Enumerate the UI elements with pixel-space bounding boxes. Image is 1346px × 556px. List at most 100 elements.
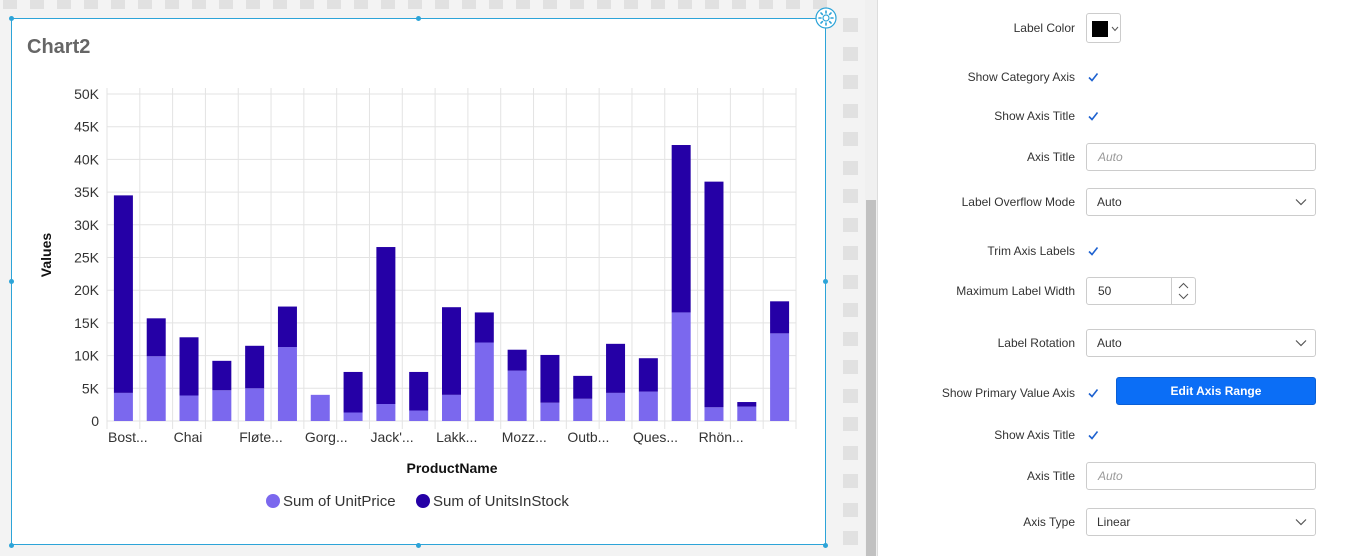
label-color-label: Label Color: [1013, 21, 1075, 35]
maximum-label-width-value: 50: [1098, 284, 1112, 298]
label-overflow-mode-select[interactable]: Auto: [1086, 188, 1316, 216]
resize-handle-bottom[interactable]: [416, 543, 421, 548]
resize-handle-top-left[interactable]: [9, 16, 14, 21]
maximum-label-width-stepper[interactable]: 50: [1086, 277, 1196, 305]
bar-sum-of-unitprice: [376, 403, 396, 421]
y-tick-label: 35K: [74, 184, 100, 200]
chevron-down-icon: [1295, 519, 1307, 526]
x-tick-label: Outb...: [567, 429, 609, 445]
canvas-grid-dash: [843, 104, 858, 118]
y-tick-label: 15K: [74, 315, 100, 331]
canvas-grid-dash: [273, 0, 287, 9]
edit-axis-range-button[interactable]: Edit Axis Range: [1116, 377, 1316, 405]
x-tick-label: Jack'...: [370, 429, 413, 445]
resize-handle-left[interactable]: [9, 279, 14, 284]
axis-type-select[interactable]: Linear: [1086, 508, 1316, 536]
bar-sum-of-unitprice: [606, 392, 626, 421]
show-axis-title-label: Show Axis Title: [994, 428, 1075, 442]
bar-sum-of-unitprice: [638, 391, 658, 421]
x-tick-label: Lakk...: [436, 429, 477, 445]
label-color-picker[interactable]: [1086, 13, 1121, 43]
show-category-axis-label: Show Category Axis: [967, 70, 1075, 84]
y-tick-label: 50K: [74, 86, 100, 102]
bar-sum-of-unitprice: [113, 392, 133, 421]
canvas-grid-dash: [30, 0, 44, 9]
bar-sum-of-unitprice: [704, 407, 724, 421]
bar-sum-of-unitprice: [540, 402, 560, 421]
bar-sum-of-unitsinstock: [671, 145, 691, 313]
y-tick-label: 40K: [74, 151, 100, 167]
axis-title-input[interactable]: Auto: [1086, 143, 1316, 171]
color-swatch: [1092, 21, 1108, 37]
show-axis-title-label: Show Axis Title: [994, 109, 1075, 123]
legend-marker-sum-of-unitsinstock: [416, 494, 430, 508]
bar-sum-of-unitsinstock: [573, 375, 593, 399]
y-tick-label: 25K: [74, 250, 100, 266]
canvas-grid-dash: [843, 446, 858, 460]
label-rotation-select[interactable]: Auto: [1086, 329, 1316, 357]
canvas-grid-dash: [543, 0, 557, 9]
canvas-grid-dash: [843, 132, 858, 146]
bar-sum-of-unitprice: [212, 390, 232, 421]
canvas-grid-dash: [732, 0, 746, 9]
bar-sum-of-unitprice: [573, 398, 593, 421]
bar-sum-of-unitsinstock: [474, 312, 494, 343]
canvas-grid-dash: [462, 0, 476, 9]
show-axis-title-checkbox[interactable]: [1087, 110, 1099, 122]
canvas-grid-dash: [843, 531, 858, 545]
label-rotation-label: Label Rotation: [997, 336, 1075, 350]
canvas-grid-dash: [300, 0, 314, 9]
properties-panel: Label Color Show Category Axis Show Axis…: [878, 0, 1346, 556]
scrollbar-thumb[interactable]: [866, 200, 876, 556]
row-show-axis-title-value: Show Axis Title: [878, 418, 1346, 452]
axis-title-input[interactable]: Auto: [1086, 462, 1316, 490]
bar-sum-of-unitprice: [442, 394, 461, 421]
axis-title-label: Axis Title: [1026, 469, 1075, 483]
bar-sum-of-unitsinstock: [409, 371, 429, 411]
bar-sum-of-unitprice: [245, 388, 265, 421]
row-axis-type: Axis Type Linear: [878, 505, 1346, 539]
canvas-grid-dash: [843, 474, 858, 488]
canvas-grid-dash: [843, 360, 858, 374]
row-show-primary-value-axis: Show Primary Value Axis Edit Axis Range: [878, 376, 1346, 410]
show-category-axis-checkbox[interactable]: [1087, 71, 1099, 83]
bar-sum-of-unitsinstock: [376, 247, 396, 404]
canvas-grid-dash: [516, 0, 530, 9]
settings-gear-icon[interactable]: [815, 7, 837, 29]
legend-label-sum-of-unitsinstock: Sum of UnitsInStock: [433, 493, 569, 510]
x-tick-label: Chai: [174, 429, 203, 445]
resize-handle-right[interactable]: [823, 279, 828, 284]
stepper-buttons: [1171, 278, 1195, 304]
resize-handle-top[interactable]: [416, 16, 421, 21]
bar-sum-of-unitsinstock: [277, 306, 297, 348]
bar-sum-of-unitprice: [146, 356, 166, 421]
canvas-grid-dash: [219, 0, 233, 9]
canvas-grid-dash: [843, 161, 858, 175]
label-overflow-mode-value: Auto: [1097, 195, 1122, 209]
legend-marker-sum-of-unitprice: [266, 494, 280, 508]
resize-handle-bottom-left[interactable]: [9, 543, 14, 548]
y-axis-title: Values: [38, 233, 54, 278]
canvas-grid-dash: [489, 0, 503, 9]
chevron-down-icon[interactable]: [1178, 293, 1189, 300]
canvas-grid-dash: [843, 189, 858, 203]
trim-axis-labels-checkbox[interactable]: [1087, 245, 1099, 257]
y-tick-label: 45K: [74, 119, 100, 135]
canvas-grid-dash: [246, 0, 260, 9]
bar-sum-of-unitprice: [310, 394, 330, 421]
row-label-overflow-mode: Label Overflow Mode Auto: [878, 185, 1346, 219]
resize-handle-bottom-right[interactable]: [823, 543, 828, 548]
show-primary-value-axis-checkbox[interactable]: [1087, 387, 1099, 399]
canvas-grid-dash: [843, 275, 858, 289]
canvas-grid-dash: [705, 0, 719, 9]
row-trim-axis-labels: Trim Axis Labels: [878, 234, 1346, 268]
show-axis-title-checkbox[interactable]: [1087, 429, 1099, 441]
canvas-grid-dash: [435, 0, 449, 9]
chart-widget[interactable]: 50K 45K 40K 35K 30K 25K 20K 15K 10K 5K 0 Bost... Cha…: [11, 18, 826, 545]
row-label-color: Label Color: [878, 11, 1346, 45]
canvas-grid-dash: [597, 0, 611, 9]
bar-sum-of-unitsinstock: [770, 301, 790, 334]
chevron-down-icon: [1111, 26, 1119, 32]
chevron-up-icon[interactable]: [1178, 282, 1189, 289]
y-tick-label: 30K: [74, 217, 100, 233]
